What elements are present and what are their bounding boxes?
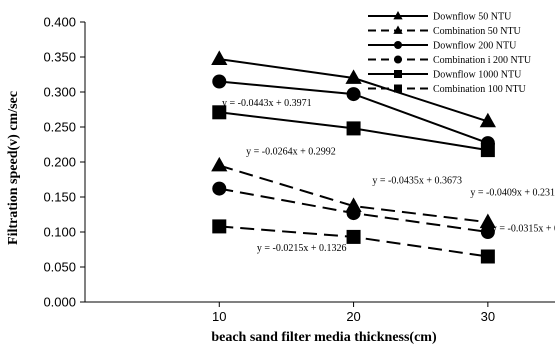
data-point [480, 249, 495, 264]
data-point [346, 206, 361, 221]
y-tick-label: 0.000 [43, 295, 76, 310]
legend-label: Downflow 50 NTU [433, 12, 512, 23]
data-point [480, 143, 495, 158]
x-tick-label: 10 [212, 309, 226, 324]
data-point [212, 105, 227, 120]
equation-label: y = -0.0315x + 0.1936 [492, 223, 555, 234]
y-tick-label: 0.100 [43, 225, 76, 240]
annotations: y = -0.0443x + 0.3971 y = -0.0264x + 0.29… [222, 98, 555, 254]
data-point [345, 69, 362, 84]
y-tick-label: 0.250 [43, 120, 76, 135]
y-tick-label: 0.050 [43, 260, 76, 275]
equation-label: y = -0.0215x + 0.1326 [257, 243, 347, 254]
equation-label: y = -0.0409x + 0.231 [470, 188, 555, 199]
legend: Downflow 50 NTU Combination 50 NTU Downflo… [368, 11, 532, 95]
data-point [211, 156, 228, 172]
data-point [346, 87, 361, 102]
data-point [212, 74, 227, 89]
legend-marker [394, 70, 402, 78]
series-line-2 [218, 164, 488, 224]
y-tick-label: 0.300 [43, 85, 76, 100]
legend-marker [394, 84, 402, 93]
y-tick-label: 0.400 [43, 15, 76, 30]
y-tick-label: 0.350 [43, 50, 76, 65]
axes: 0.000 0.050 0.100 0.150 0.200 0.250 0.300 0.350… [43, 15, 555, 324]
legend-label: Downflow 200 NTU [433, 41, 517, 52]
x-tick-label: 30 [481, 309, 495, 324]
equation-label: y = -0.0435x + 0.3673 [372, 176, 462, 187]
legend-marker [394, 55, 402, 64]
legend-label: Combination 50 NTU [433, 26, 522, 37]
legend-label: Combination i 200 NTU [433, 55, 532, 66]
equation-label: y = -0.0264x + 0.2992 [246, 146, 336, 157]
legend-marker [393, 25, 403, 34]
y-tick-label: 0.200 [43, 155, 76, 170]
legend-label: Downflow 1000 NTU [433, 70, 522, 81]
data-point [212, 219, 227, 234]
y-axis-title: Filtration speed(v) cm/sec [6, 91, 21, 245]
data-point [479, 112, 496, 128]
data-point [211, 50, 228, 65]
data-point [480, 225, 495, 239]
x-tick-label: 20 [346, 309, 360, 324]
series-lines [211, 50, 496, 264]
x-axis-title: beach sand filter media thickness(cm) [211, 330, 437, 345]
legend-marker [394, 41, 402, 49]
equation-label: y = -0.0443x + 0.3971 [222, 98, 312, 109]
data-point [346, 121, 361, 136]
data-point [346, 229, 361, 244]
legend-label: Combination 100 NTU [433, 84, 527, 95]
data-point [479, 213, 496, 229]
legend-marker [393, 11, 403, 20]
y-tick-label: 0.150 [43, 190, 76, 205]
data-point [212, 181, 227, 196]
